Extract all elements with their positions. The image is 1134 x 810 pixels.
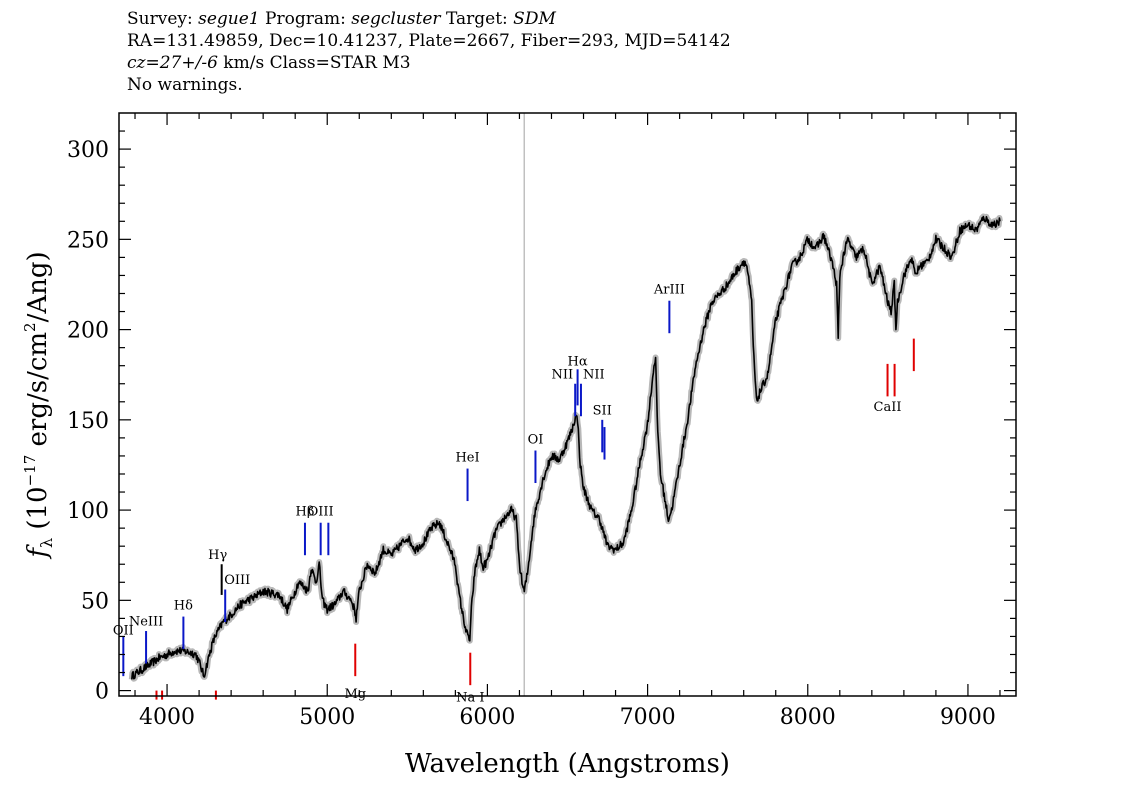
y-tick-label: 200 <box>67 319 109 344</box>
y-tick-label: 300 <box>67 138 109 163</box>
y-axis-title-units-b: erg/s/cm <box>23 332 53 455</box>
spectral-line-label: CaII <box>874 400 902 415</box>
spectral-line-label: OIII <box>224 573 250 588</box>
y-axis-title-squared: 2 <box>21 322 39 332</box>
spectral-line-label: OI <box>528 432 544 447</box>
spectral-line-label: Hδ <box>174 598 193 613</box>
x-tick-label: 4000 <box>139 705 195 730</box>
y-axis-title-exponent: −17 <box>21 455 39 487</box>
y-tick-label: 100 <box>67 499 109 524</box>
spectral-line-label: NeIII <box>129 615 163 630</box>
program-value: segcluster <box>351 9 441 29</box>
survey-label: Survey: <box>127 9 193 29</box>
x-tick-label: 6000 <box>459 705 515 730</box>
x-tick-label: 9000 <box>940 705 996 730</box>
x-tick-label: 8000 <box>780 705 836 730</box>
x-tick-label: 7000 <box>620 705 676 730</box>
y-axis-title-subscript: λ <box>37 538 56 548</box>
class-value: km/s Class=STAR M3 <box>223 53 411 73</box>
target-value: SDM <box>513 9 556 29</box>
spectral-line-label: OIII <box>308 505 334 520</box>
spectral-line-label: Mg <box>344 687 366 702</box>
header-line-survey: Survey: segue1 Program: segcluster Targe… <box>127 8 731 30</box>
x-tick-label: 5000 <box>299 705 355 730</box>
spectral-line-label: Hα <box>568 355 588 370</box>
plot-frame <box>118 112 1017 697</box>
spectral-line-label: Hβ <box>296 505 315 520</box>
y-tick-label: 250 <box>67 228 109 253</box>
spectral-line-label: HeI <box>455 450 479 465</box>
redshift-value: cz=27+/-6 <box>127 53 218 73</box>
y-axis-title-units-c: /Ang) <box>23 251 53 322</box>
survey-value: segue1 <box>198 9 260 29</box>
header-line-coordinates: RA=131.49859, Dec=10.41237, Plate=2667, … <box>127 31 731 51</box>
spectral-line-label: NII <box>552 367 574 382</box>
spectrum-header: Survey: segue1 Program: segcluster Targe… <box>127 8 731 96</box>
spectral-line-label: Hγ <box>208 548 227 563</box>
spectral-line-label: OII <box>113 624 134 639</box>
header-line-redshift: cz=27+/-6 km/s Class=STAR M3 <box>127 52 731 74</box>
spectral-line-label: ArIII <box>653 282 685 297</box>
y-tick-label: 150 <box>67 409 109 434</box>
target-label: Target: <box>445 9 508 29</box>
spectrum-line <box>131 215 1001 680</box>
spectral-line-label: NII <box>583 367 605 382</box>
y-tick-label: 0 <box>95 680 109 705</box>
y-tick-label: 50 <box>81 589 109 614</box>
y-axis-title: fλ (10−17 erg/s/cm2/Ang) <box>21 251 56 559</box>
spectral-line-label: Na I <box>456 690 484 705</box>
plot-layer: OIINeIIIHδHγOIIIHβOIIIHeIOINIIHαNIISIIAr… <box>113 113 1003 705</box>
axis-ticks: 4000 5000 6000 7000 8000 9000 0 50 100 150 200 250 3… <box>67 113 1016 730</box>
header-line-warnings: No warnings. <box>127 75 243 95</box>
spectral-line-label: SII <box>593 403 612 418</box>
x-axis-title: Wavelength (Angstroms) <box>405 749 730 779</box>
y-axis-title-units-a: (10 <box>23 486 53 538</box>
program-label: Program: <box>265 9 346 29</box>
